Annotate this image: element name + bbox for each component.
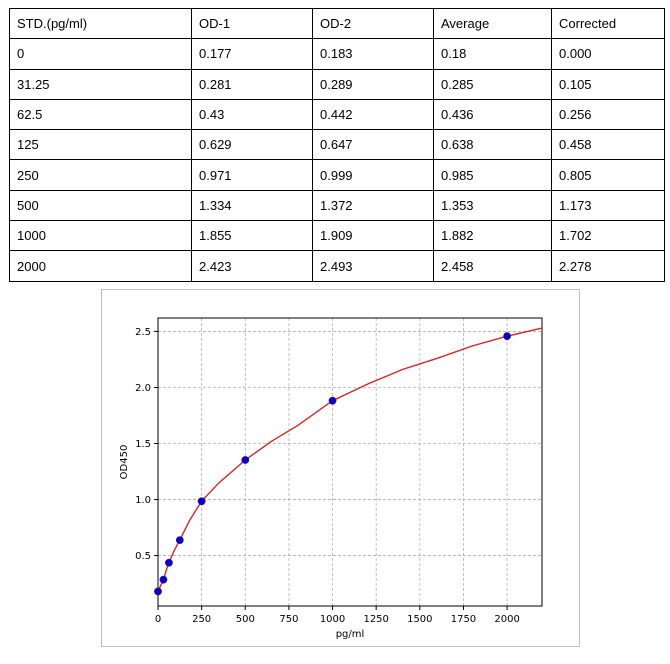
table-cell: 0.971: [191, 159, 313, 191]
table-row: 0 0.177 0.183 0.18 0.000: [9, 38, 665, 70]
x-tick-label: 2000: [494, 614, 519, 625]
x-tick-label: 1000: [320, 614, 345, 625]
y-tick-label: 1.0: [135, 495, 151, 506]
table-cell: 0.442: [312, 98, 434, 131]
x-tick-label: 1750: [451, 614, 476, 625]
table-cell: 0.285: [433, 68, 552, 100]
table-body: 0 0.177 0.183 0.18 0.000 31.25 0.281 0.289 0.285…: [9, 38, 665, 282]
x-tick-label: 1250: [363, 614, 388, 625]
table-header-row: STD.(pg/ml) OD-1 OD-2 Average Corrected: [9, 7, 665, 40]
data-point: [175, 536, 184, 545]
table-cell: 2.458: [433, 250, 552, 282]
plot-axes-frame: [157, 317, 543, 607]
x-tick-label: 750: [279, 614, 298, 625]
x-tick-label: 500: [236, 614, 255, 625]
table-cell: 1.702: [551, 220, 665, 252]
data-point: [154, 587, 162, 596]
header-average: Average: [433, 7, 552, 40]
y-tick-label: 2.5: [135, 327, 151, 338]
data-point: [328, 396, 337, 405]
x-axis-label: pg/ml: [336, 629, 365, 640]
table-row: 1000 1.855 1.909 1.882 1.702: [9, 220, 665, 252]
table-cell: 500: [9, 189, 192, 222]
table-cell: 0.289: [312, 68, 434, 100]
data-point: [503, 332, 511, 341]
header-od1: OD-1: [191, 7, 313, 40]
header-std: STD.(pg/ml): [9, 7, 192, 40]
table-cell: 2.423: [191, 250, 313, 282]
table-cell: 1.882: [433, 220, 552, 252]
standard-curve-table: STD.(pg/ml) OD-1 OD-2 Average Corrected …: [9, 7, 665, 282]
table-cell: 0.985: [433, 159, 552, 191]
table-cell: 2000: [9, 250, 192, 282]
data-point: [165, 558, 173, 567]
table-cell: 0.183: [312, 38, 434, 70]
table-row: 62.5 0.43 0.442 0.436 0.256: [9, 98, 665, 131]
x-tick-label: 1500: [407, 614, 432, 625]
y-tick-label: 2.0: [135, 383, 151, 394]
table-cell: 1000: [9, 220, 192, 252]
table-row: 2000 2.423 2.493 2.458 2.278: [9, 250, 665, 282]
table-cell: 0.638: [433, 129, 552, 161]
header-corrected: Corrected: [551, 7, 665, 40]
table-cell: 0.805: [551, 159, 665, 191]
table-cell: 0.177: [191, 38, 313, 70]
y-tick-label: 1.5: [135, 439, 151, 450]
fit-curve: [157, 327, 543, 592]
table-cell: 2.278: [551, 250, 665, 282]
table-cell: 62.5: [9, 98, 192, 131]
y-tick-label: 0.5: [135, 551, 151, 562]
table-cell: 0.436: [433, 98, 552, 131]
y-axis-label: OD450: [119, 445, 130, 480]
table-header: STD.(pg/ml) OD-1 OD-2 Average Corrected: [9, 7, 665, 40]
x-tick-label: 0: [155, 614, 161, 625]
plot-frame: [101, 289, 580, 647]
data-point: [197, 497, 206, 506]
data-point: [159, 575, 168, 584]
data-point: [241, 456, 250, 464]
table-cell: 0.629: [191, 129, 313, 161]
table-cell: 1.173: [551, 189, 665, 222]
x-tick-label: 250: [192, 614, 211, 625]
